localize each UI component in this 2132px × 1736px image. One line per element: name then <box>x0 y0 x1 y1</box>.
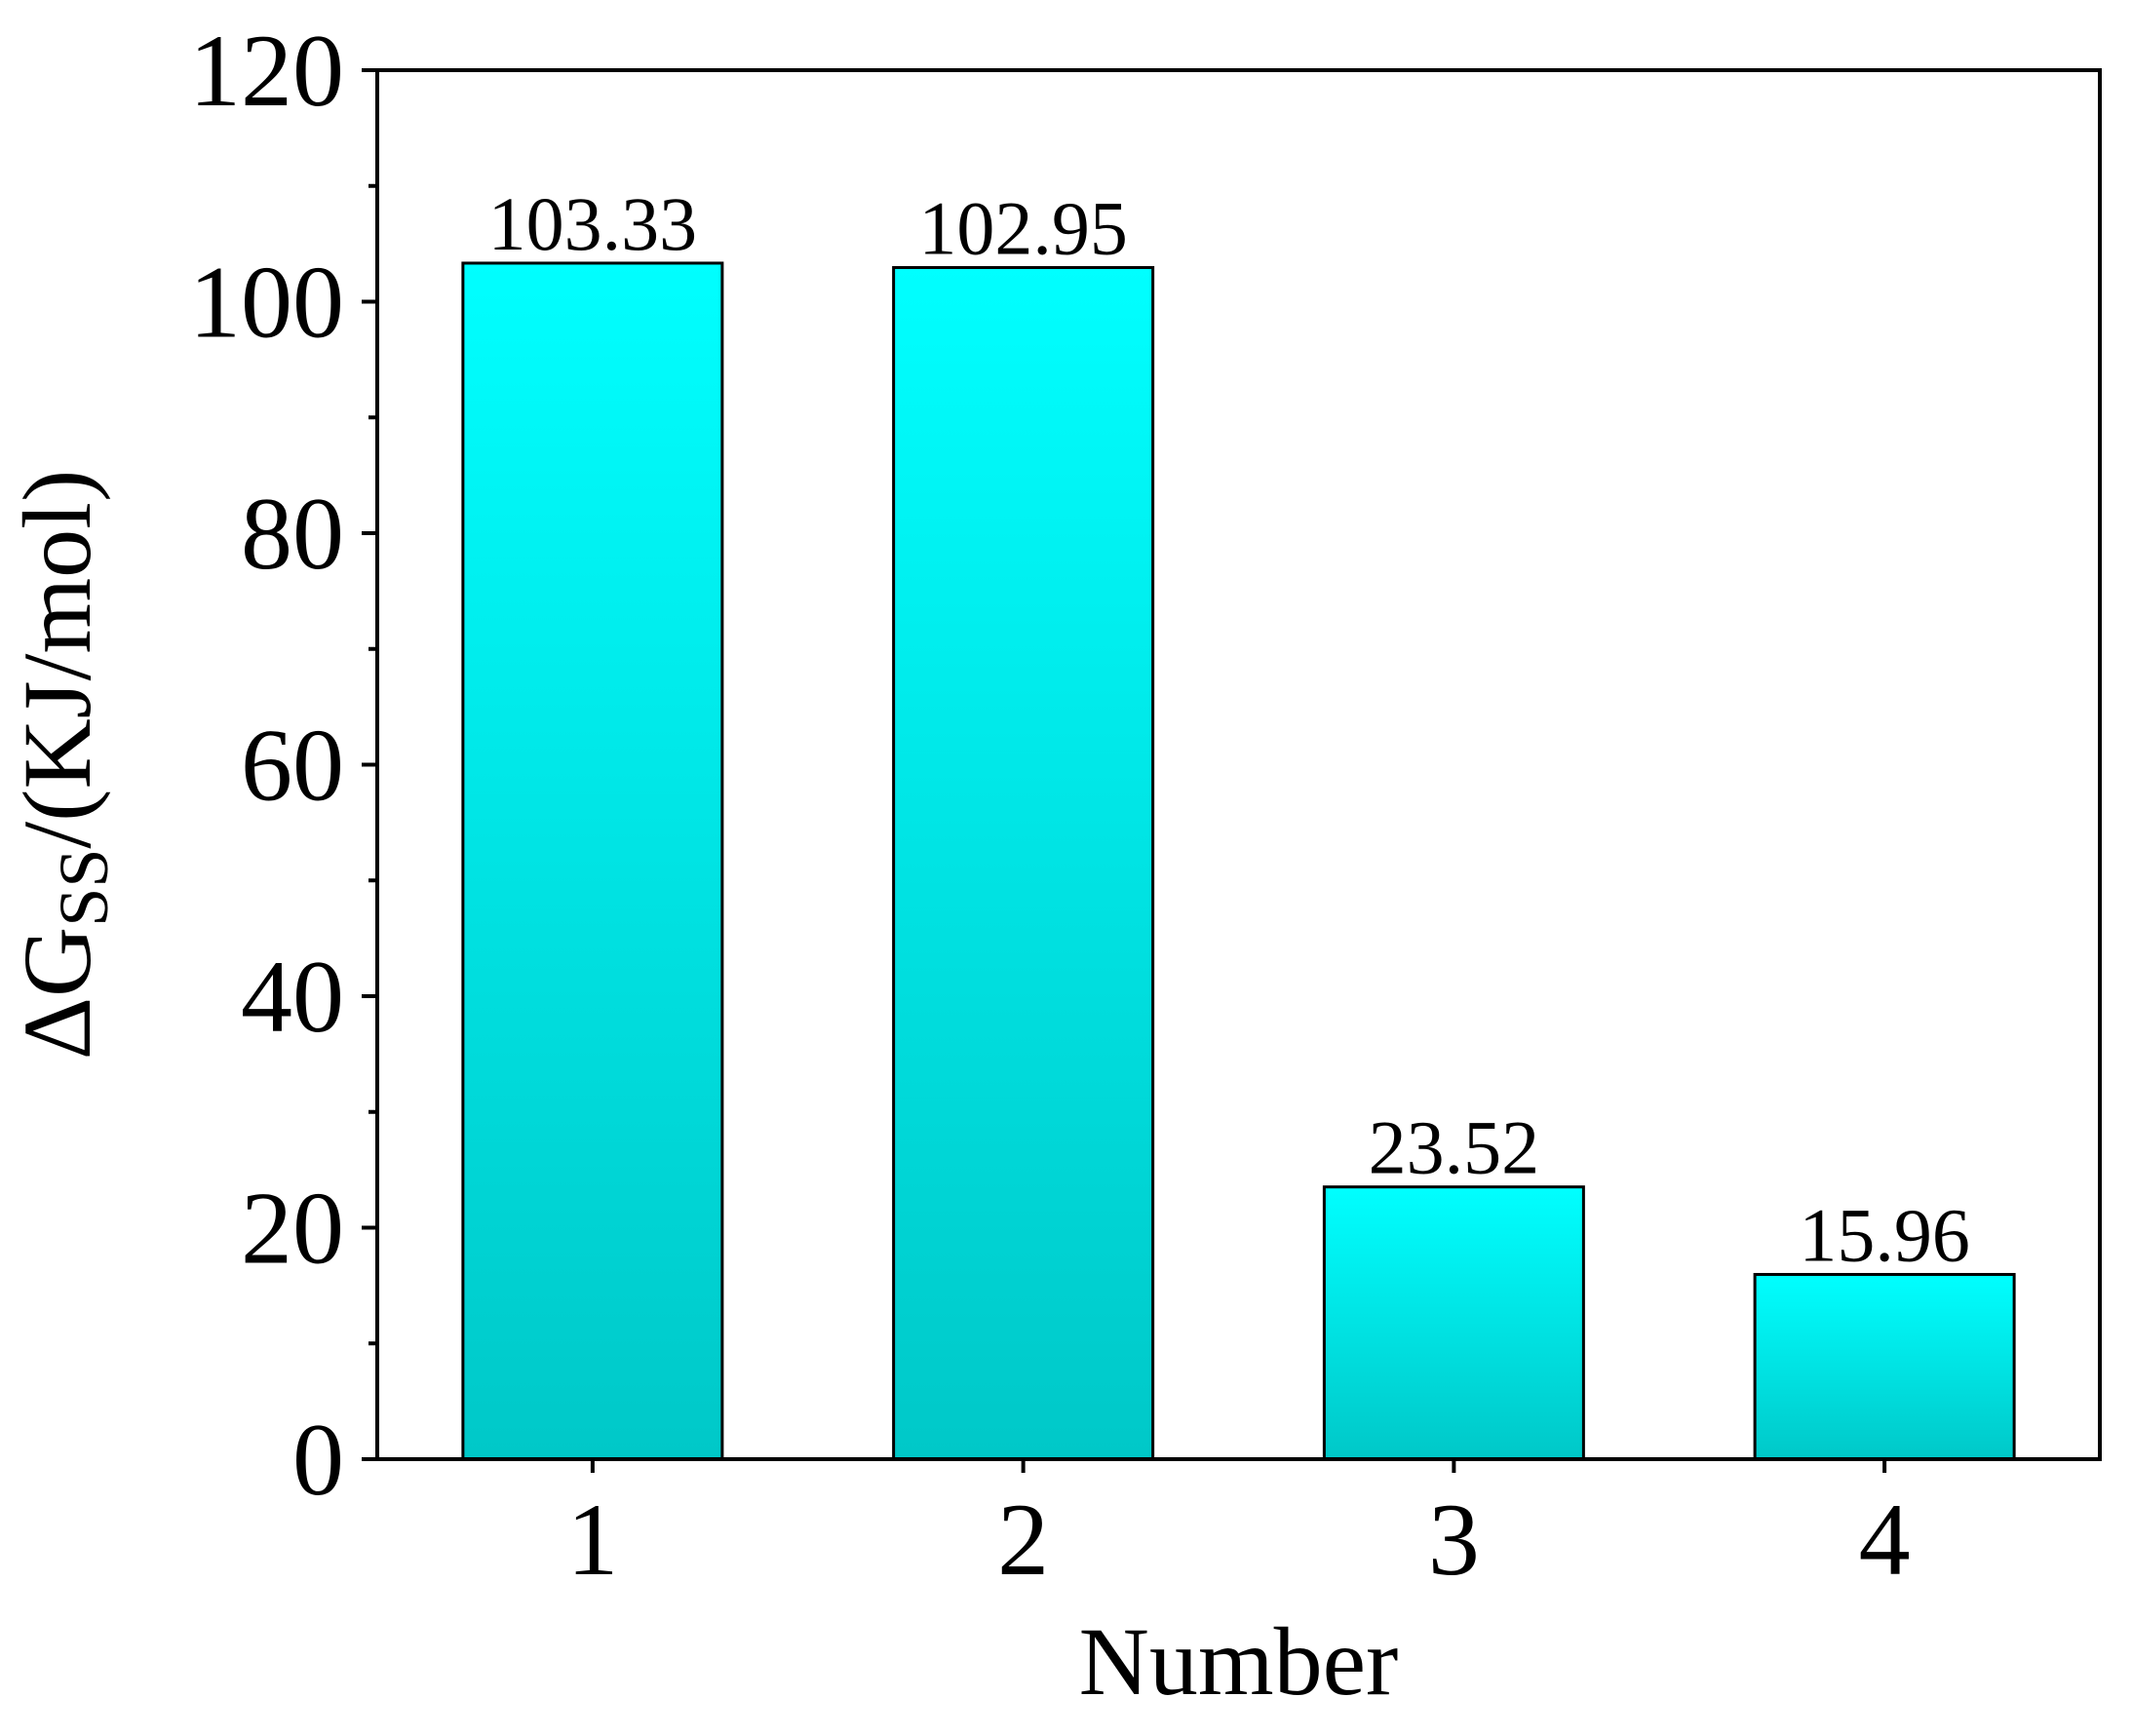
y-tick-label-0: 0 <box>292 1403 344 1517</box>
y-axis-title: ΔGSS/(KJ/mol) <box>3 470 123 1061</box>
y-tick-label-20: 20 <box>241 1172 344 1286</box>
bars-layer <box>461 261 2016 1461</box>
bar-4 <box>1753 1272 2016 1461</box>
value-label-2: 102.95 <box>918 185 1128 270</box>
x-tick-label-1: 1 <box>566 1483 618 1597</box>
ticks-layer <box>362 68 1887 1473</box>
x-tick-label-2: 2 <box>997 1483 1049 1597</box>
bar-3 <box>1322 1185 1585 1461</box>
x-axis-title: Number <box>1079 1607 1399 1716</box>
bar-1 <box>461 261 724 1461</box>
y-tick-label-100: 100 <box>189 246 344 360</box>
x-tick-label-3: 3 <box>1428 1483 1480 1597</box>
y-axis-title-suffix: /(KJ/mol) <box>3 470 111 849</box>
bar-2 <box>892 265 1155 1461</box>
y-tick-label-120: 120 <box>189 14 344 128</box>
y-tick-label-40: 40 <box>241 940 344 1054</box>
x-tick-label-4: 4 <box>1859 1483 1911 1597</box>
value-labels-layer: 103.33 102.95 23.52 15.96 <box>488 181 1970 1278</box>
y-tick-label-80: 80 <box>241 477 344 591</box>
value-label-4: 15.96 <box>1799 1192 1970 1277</box>
value-label-3: 23.52 <box>1369 1105 1540 1190</box>
y-tick-label-60: 60 <box>241 709 344 823</box>
y-axis-title-prefix: ΔG <box>3 927 111 1061</box>
value-label-1: 103.33 <box>488 181 698 266</box>
y-axis-title-subscript: SS <box>45 849 123 927</box>
